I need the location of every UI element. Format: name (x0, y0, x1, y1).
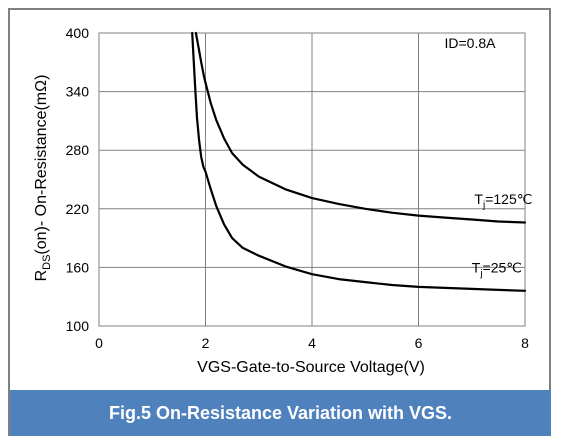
x-axis-label: VGS-Gate-to-Source Voltage(V) (197, 359, 425, 376)
figure-caption-banner: Fig.5 On-Resistance Variation with VGS. (10, 390, 551, 436)
y-axis-label-rest: (on)- On-Resistance(mΩ) (33, 75, 50, 255)
y-axis-label: RDS(on)- On-Resistance(mΩ) (33, 75, 53, 282)
series-label-tj125-t: T (474, 191, 483, 207)
series-label-tj125: Tj=125℃ (474, 191, 532, 211)
y-tick-label: 400 (66, 25, 90, 41)
series-label-tj125-rest: =125℃ (485, 191, 532, 207)
figure-caption: Fig.5 On-Resistance Variation with VGS. (108, 402, 453, 423)
series-line-tj25 (191, 31, 527, 292)
y-tick-label: 280 (66, 142, 90, 158)
x-tick-label: 8 (521, 335, 529, 351)
series-label-tj25-t: T (472, 259, 481, 275)
y-tick-label: 220 (66, 201, 90, 217)
series-line-tj125 (194, 31, 527, 224)
x-tick-label: 6 (415, 335, 423, 351)
y-axis-label-sub: DS (41, 255, 53, 270)
x-tick-label: 2 (202, 335, 210, 351)
x-tick-label: 4 (308, 335, 316, 351)
y-tick-label: 340 (66, 84, 90, 100)
annotation-id: ID=0.8A (445, 35, 497, 51)
x-tick-label: 0 (95, 335, 103, 351)
series-label-tj125-sub: j (482, 200, 485, 211)
grid (98, 32, 526, 327)
y-tick-label: 100 (66, 318, 90, 334)
tick-labels: 0 2 4 6 8 100 160 220 280 340 400 (66, 25, 529, 351)
series-label-tj25-sub: j (479, 268, 482, 279)
y-tick-label: 160 (66, 259, 90, 275)
y-axis-label-r: R (33, 270, 50, 282)
series-layer (191, 31, 527, 292)
series-label-tj25: Tj=25℃ (472, 259, 522, 279)
series-label-tj25-rest: =25℃ (483, 259, 522, 275)
